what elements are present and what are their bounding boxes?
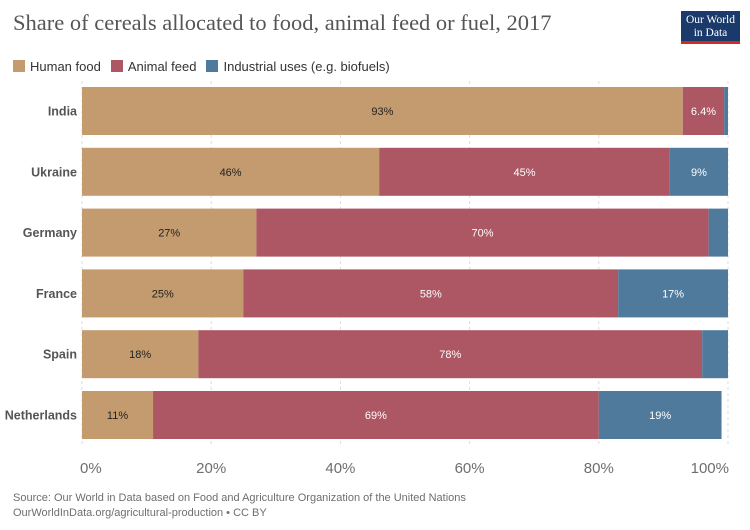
x-tick-label: 80% xyxy=(584,460,614,477)
bar-industrial-uses-e-g-biofuels-india[interactable] xyxy=(724,87,728,135)
bar-animal-feed-spain[interactable] xyxy=(198,330,703,379)
category-label-spain: Spain xyxy=(43,348,77,362)
data-label-human-food-france: 25% xyxy=(152,288,174,300)
data-label-animal-feed-netherlands: 69% xyxy=(365,410,387,422)
bar-industrial-uses-e-g-biofuels-spain[interactable] xyxy=(702,330,728,379)
bar-industrial-uses-e-g-biofuels-germany[interactable] xyxy=(708,208,728,257)
source-text: Source: Our World in Data based on Food … xyxy=(13,492,466,504)
category-label-germany: Germany xyxy=(23,226,77,240)
bar-industrial-uses-e-g-biofuels-ukraine[interactable] xyxy=(669,147,728,196)
data-label-human-food-netherlands: 11% xyxy=(107,410,128,422)
legend-item-industrial-uses[interactable]: Industrial uses (e.g. biofuels) xyxy=(206,58,390,74)
bar-human-food-france[interactable] xyxy=(82,269,244,318)
source-note: Source: Our World in Data based on Food … xyxy=(13,491,466,521)
legend-label-animal-feed: Animal feed xyxy=(127,58,197,74)
chart-title: Share of cereals allocated to food, anim… xyxy=(13,10,552,35)
data-label-industrial-uses-e-g-biofuels-france: 17% xyxy=(662,288,684,300)
bar-animal-feed-india[interactable] xyxy=(682,87,725,135)
legend: Human food Animal feed Industrial uses (… xyxy=(13,58,400,74)
x-tick-label: 0% xyxy=(80,460,102,477)
bar-human-food-india[interactable] xyxy=(82,87,683,135)
legend-swatch-human-food xyxy=(13,60,25,72)
x-tick-label: 40% xyxy=(325,460,355,477)
source-url-license[interactable]: OurWorldInData.org/agricultural-producti… xyxy=(13,507,267,519)
data-label-human-food-spain: 18% xyxy=(129,349,151,361)
data-label-industrial-uses-e-g-biofuels-netherlands: 19% xyxy=(649,410,671,422)
bar-animal-feed-netherlands[interactable] xyxy=(153,391,599,439)
legend-label-industrial-uses: Industrial uses (e.g. biofuels) xyxy=(223,58,390,74)
data-label-animal-feed-ukraine: 45% xyxy=(513,167,535,179)
bar-industrial-uses-e-g-biofuels-france[interactable] xyxy=(618,269,728,318)
bar-human-food-ukraine[interactable] xyxy=(82,147,380,196)
data-label-human-food-germany: 27% xyxy=(158,228,180,240)
category-label-netherlands: Netherlands xyxy=(5,409,77,423)
legend-item-animal-feed[interactable]: Animal feed xyxy=(110,58,197,74)
x-tick-label: 100% xyxy=(691,460,729,477)
data-label-animal-feed-france: 58% xyxy=(420,288,442,300)
bar-animal-feed-ukraine[interactable] xyxy=(379,147,670,196)
data-label-human-food-india: 93% xyxy=(371,106,393,118)
data-label-animal-feed-india: 6.4% xyxy=(691,106,716,118)
x-tick-label: 60% xyxy=(455,460,485,477)
legend-item-human-food[interactable]: Human food xyxy=(13,59,101,74)
category-label-ukraine: Ukraine xyxy=(31,165,77,179)
data-label-animal-feed-spain: 78% xyxy=(439,349,461,361)
category-label-france: France xyxy=(36,287,77,301)
bar-industrial-uses-e-g-biofuels-netherlands[interactable] xyxy=(598,391,722,439)
data-label-animal-feed-germany: 70% xyxy=(472,228,494,240)
legend-swatch-animal-feed xyxy=(110,60,123,72)
logo-line-2: in Data xyxy=(693,27,728,39)
category-label-india: India xyxy=(48,105,78,119)
bar-human-food-spain[interactable] xyxy=(82,330,199,379)
bar-animal-feed-france[interactable] xyxy=(243,269,619,318)
legend-label-human-food: Human food xyxy=(30,58,101,74)
logo-line-1: Our World xyxy=(685,14,735,26)
x-tick-label: 20% xyxy=(196,460,226,477)
bar-human-food-netherlands[interactable] xyxy=(82,391,154,439)
owid-logo[interactable]: Our World in Data xyxy=(681,11,740,44)
data-label-industrial-uses-e-g-biofuels-ukraine: 9% xyxy=(691,167,707,179)
legend-swatch-industrial-uses xyxy=(206,60,219,72)
data-label-human-food-ukraine: 46% xyxy=(220,167,242,179)
bar-human-food-germany[interactable] xyxy=(82,208,257,257)
bar-animal-feed-germany[interactable] xyxy=(256,208,709,257)
